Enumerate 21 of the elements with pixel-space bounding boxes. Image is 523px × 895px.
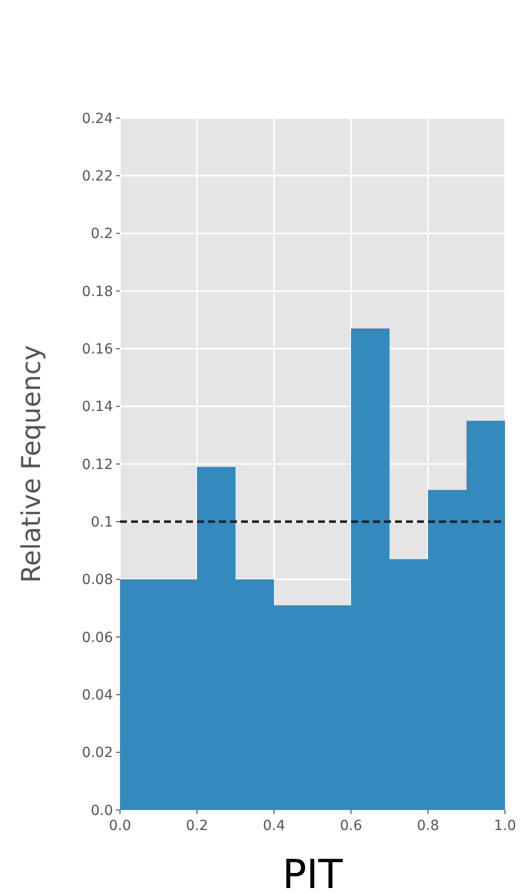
y-tick-label: 0.0 bbox=[90, 802, 113, 819]
y-tick-label: 0.18 bbox=[82, 284, 113, 300]
x-tick-label: 1.0 bbox=[494, 818, 516, 834]
y-tick-label: 0.22 bbox=[82, 168, 113, 185]
x-tick-label: 0.8 bbox=[416, 818, 440, 834]
y-tick-label: 0.06 bbox=[82, 630, 114, 646]
y-tick-label: 0.16 bbox=[82, 342, 114, 358]
y-tick-label: 0.12 bbox=[82, 456, 113, 473]
y-tick-label: 0.2 bbox=[90, 226, 113, 242]
y-tick-label: 0.14 bbox=[82, 399, 114, 416]
y-tick-label: 0.02 bbox=[82, 745, 113, 762]
x-tick-label: 0.6 bbox=[340, 818, 362, 834]
x-axis-title: PIT bbox=[282, 852, 344, 895]
x-tick-label: 0.4 bbox=[262, 818, 286, 834]
y-tick-label: 0.1 bbox=[90, 514, 113, 531]
y-tick-label: 0.08 bbox=[82, 572, 113, 588]
y-tick-label: 0.24 bbox=[82, 110, 114, 127]
y-tick-label: 0.04 bbox=[82, 688, 114, 704]
x-tick-label: 0.2 bbox=[186, 818, 208, 834]
y-axis-title: Relative Fequency bbox=[17, 345, 47, 583]
x-tick-label: 0.0 bbox=[108, 818, 132, 834]
